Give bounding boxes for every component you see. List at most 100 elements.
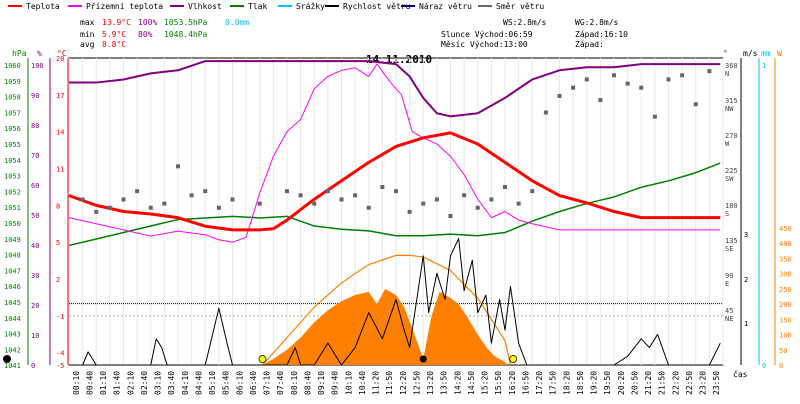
series-layer	[3, 60, 721, 366]
solar-area	[262, 288, 508, 365]
x-tick-label: 03:40	[167, 371, 176, 395]
degc-tick-label: 8	[56, 202, 60, 210]
x-tick-label: 08:40	[303, 371, 312, 395]
x-tick-label: 22:50	[685, 371, 694, 395]
dir-tick-label: 225	[725, 167, 738, 175]
pct-tick-label: 80	[31, 122, 39, 130]
wind-dir-point	[203, 189, 208, 194]
x-tick-label: 23:50	[712, 371, 721, 395]
degc-tick-label: -5	[56, 362, 64, 370]
legend-label: Tlak	[248, 2, 267, 11]
axis-hpa-unit: hPa	[12, 49, 27, 58]
clear-sky-curve	[262, 254, 512, 366]
hpa-tick-label: 1042	[4, 346, 21, 354]
x-tick-label: 16:50	[521, 371, 530, 395]
axis-w-unit: W	[777, 49, 782, 58]
x-tick-label: 09:10	[317, 371, 326, 395]
stats-max-label: max	[80, 18, 95, 27]
wind-dir-point	[434, 197, 439, 202]
x-tick-label: 18:50	[576, 371, 585, 395]
info-moon: Měsíc Východ:13:00	[441, 40, 528, 49]
stats-max-temp: 13.9°C	[102, 18, 131, 27]
degc-tick-label: 14	[56, 129, 64, 137]
x-tick-label: 16:20	[508, 371, 517, 395]
x-tick-label: 01:10	[99, 371, 108, 395]
x-tick-label: 10:10	[344, 371, 353, 395]
x-tick-label: 12:20	[399, 371, 408, 395]
stats-block: max 13.9°C 100% 1053.5hPa 0.0mm min 5.9°…	[80, 18, 249, 49]
degc-tick-label: 11	[56, 166, 64, 174]
ground-temp-line	[68, 63, 721, 243]
x-tick-label: 03:10	[154, 371, 163, 395]
legend-label: Směr větru	[496, 2, 544, 11]
dir-tick-label: N	[725, 70, 729, 78]
mm-tick-label: 0	[762, 362, 766, 370]
degc-tick-label: 17	[56, 92, 64, 100]
stats-max-hum: 100%	[138, 18, 157, 27]
x-tick-label: 04:40	[194, 371, 203, 395]
wind-dir-point	[80, 197, 85, 202]
info-sun-set: Západ:16:10	[575, 30, 628, 39]
degc-tick-label: 2	[56, 276, 60, 284]
x-tick-label: 09:40	[331, 371, 340, 395]
legend-label: Náraz větru	[419, 2, 472, 11]
wind-dir-point	[652, 114, 657, 119]
x-tick-label: 22:20	[671, 371, 680, 395]
w-tick-label: 150	[779, 316, 792, 324]
mm-tick-label: 1	[762, 62, 766, 70]
pressure-line	[68, 162, 721, 247]
legend-label: Srážky	[296, 2, 325, 11]
x-tick-label: 10:40	[358, 371, 367, 395]
x-tick-label: 01:40	[113, 371, 122, 395]
wind-dir-point	[135, 189, 140, 194]
dir-tick-label: SE	[725, 245, 733, 253]
hpa-tick-label: 1055	[4, 141, 21, 149]
info-ws: WS:2.8m/s	[503, 18, 547, 27]
w-tick-label: 400	[779, 240, 792, 248]
wind-dir-point	[557, 93, 562, 98]
pct-tick-label: 70	[31, 152, 39, 160]
sun-marker	[258, 355, 267, 363]
dir-tick-label: SW	[725, 175, 734, 183]
wind-dir-point	[666, 77, 671, 82]
wind-dir-point	[489, 197, 494, 202]
wind-dir-point	[394, 189, 398, 194]
ms-tick-label: 1	[744, 320, 748, 328]
wind-dir-point	[612, 73, 616, 78]
humidity-line	[69, 60, 721, 118]
dir-tick-label: 90	[725, 272, 733, 280]
wind-dir-point	[639, 85, 644, 90]
x-tick-label: 13:20	[426, 371, 435, 395]
x-tick-label: 20:20	[617, 371, 626, 395]
x-tick-label: 19:20	[590, 371, 599, 395]
legend-label: Rychlost větru	[343, 2, 411, 11]
hpa-tick-label: 1057	[4, 109, 21, 117]
wind-dir-point	[407, 209, 412, 214]
x-tick-label: 11:20	[372, 371, 381, 395]
legend-label: Vlhkost	[188, 2, 222, 11]
legend-label: Přízemní teplota	[86, 2, 163, 11]
chart-title: 14.11.2010	[366, 53, 432, 66]
wind-dir-point	[189, 193, 194, 198]
dir-tick-label: E	[725, 280, 729, 288]
hpa-tick-label: 1045	[4, 299, 21, 307]
degc-tick-label: -4	[56, 350, 64, 358]
ms-tick-label: 3	[744, 231, 748, 239]
pct-tick-label: 20	[31, 302, 39, 310]
wind-dir-point	[475, 205, 480, 210]
hpa-tick-label: 1058	[4, 94, 21, 102]
info-block: WS:2.8m/s WG:2.8m/s Slunce Východ:06:59 …	[441, 18, 628, 49]
axis-dir-unit: °	[723, 49, 728, 58]
axis-mm-unit: mm	[761, 49, 771, 58]
x-tick-label: 23:20	[699, 371, 708, 395]
dir-tick-label: 180	[725, 202, 738, 210]
pct-tick-label: 10	[31, 332, 39, 340]
wind-dir-point	[176, 164, 180, 169]
wind-dir-point	[353, 193, 358, 198]
wind-dir-point	[598, 98, 603, 103]
wind-dir-point	[448, 214, 453, 218]
x-tick-label: 02:10	[126, 371, 135, 395]
x-tick-label: 07:10	[263, 371, 272, 395]
w-tick-label: 200	[779, 301, 792, 309]
